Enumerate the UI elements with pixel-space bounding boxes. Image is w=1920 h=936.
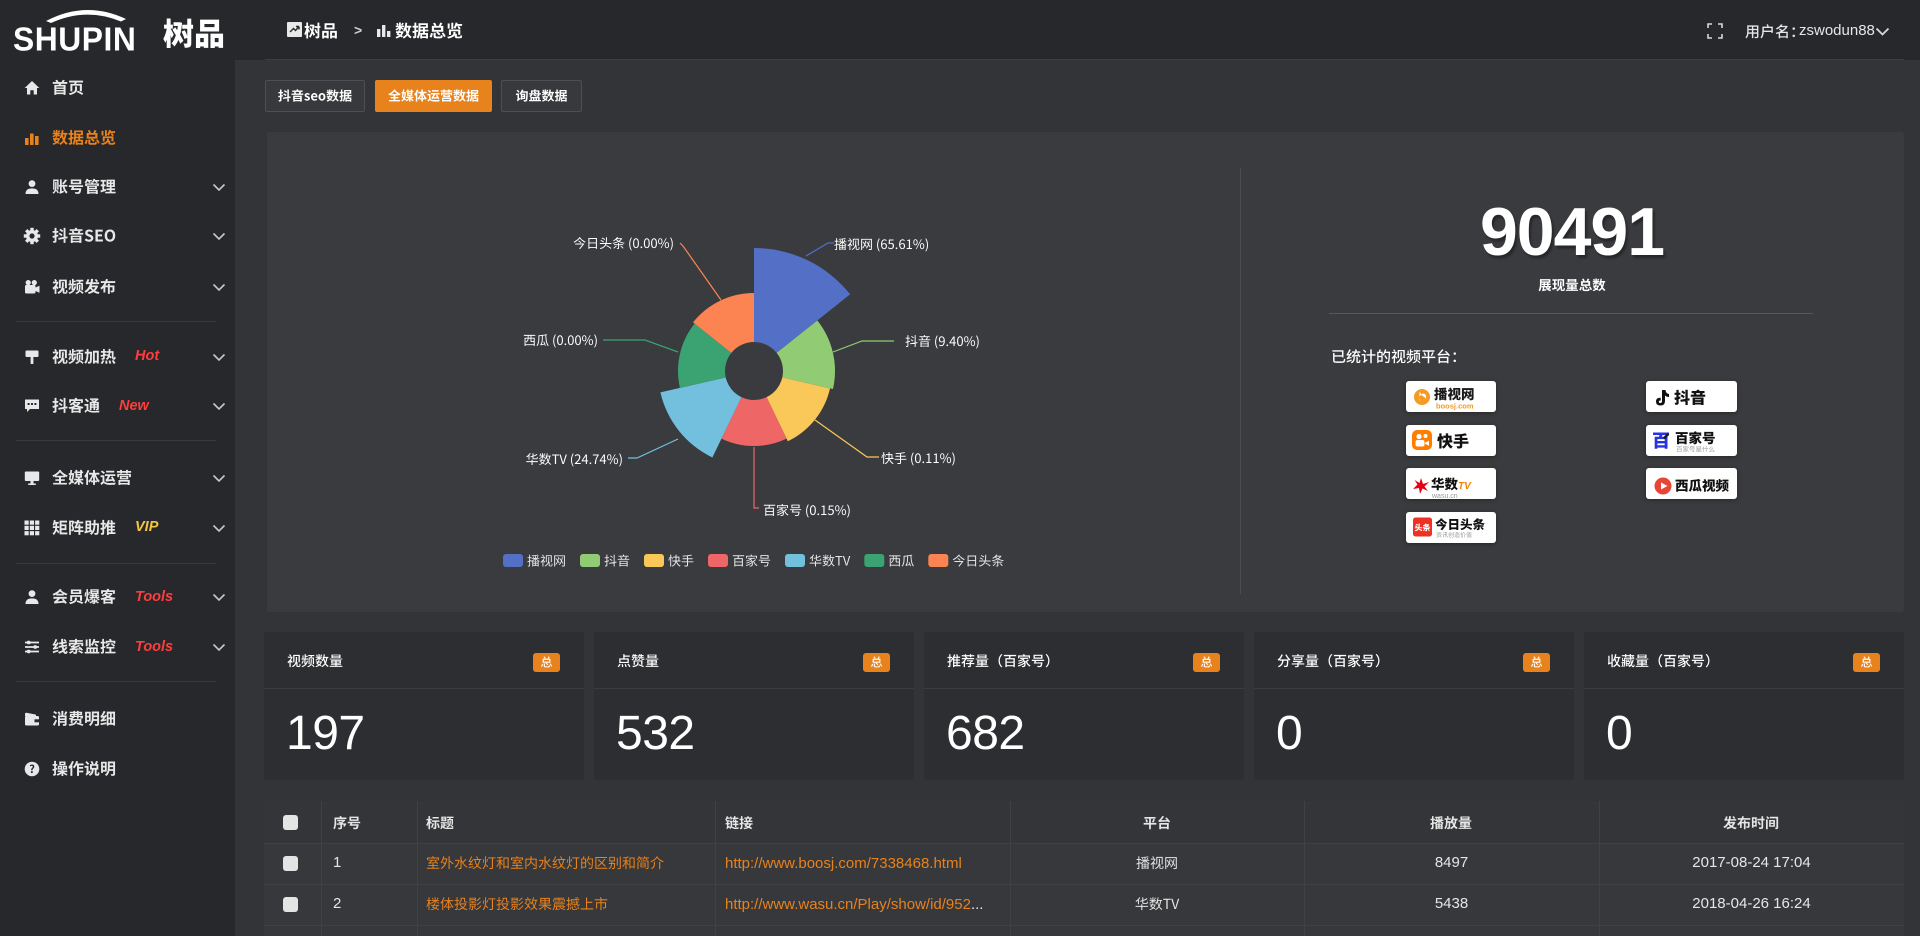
svg-text:boosj.com: boosj.com (1436, 402, 1474, 411)
svg-text:wasu.cn: wasu.cn (1431, 493, 1458, 500)
svg-text:TV: TV (1458, 481, 1472, 492)
